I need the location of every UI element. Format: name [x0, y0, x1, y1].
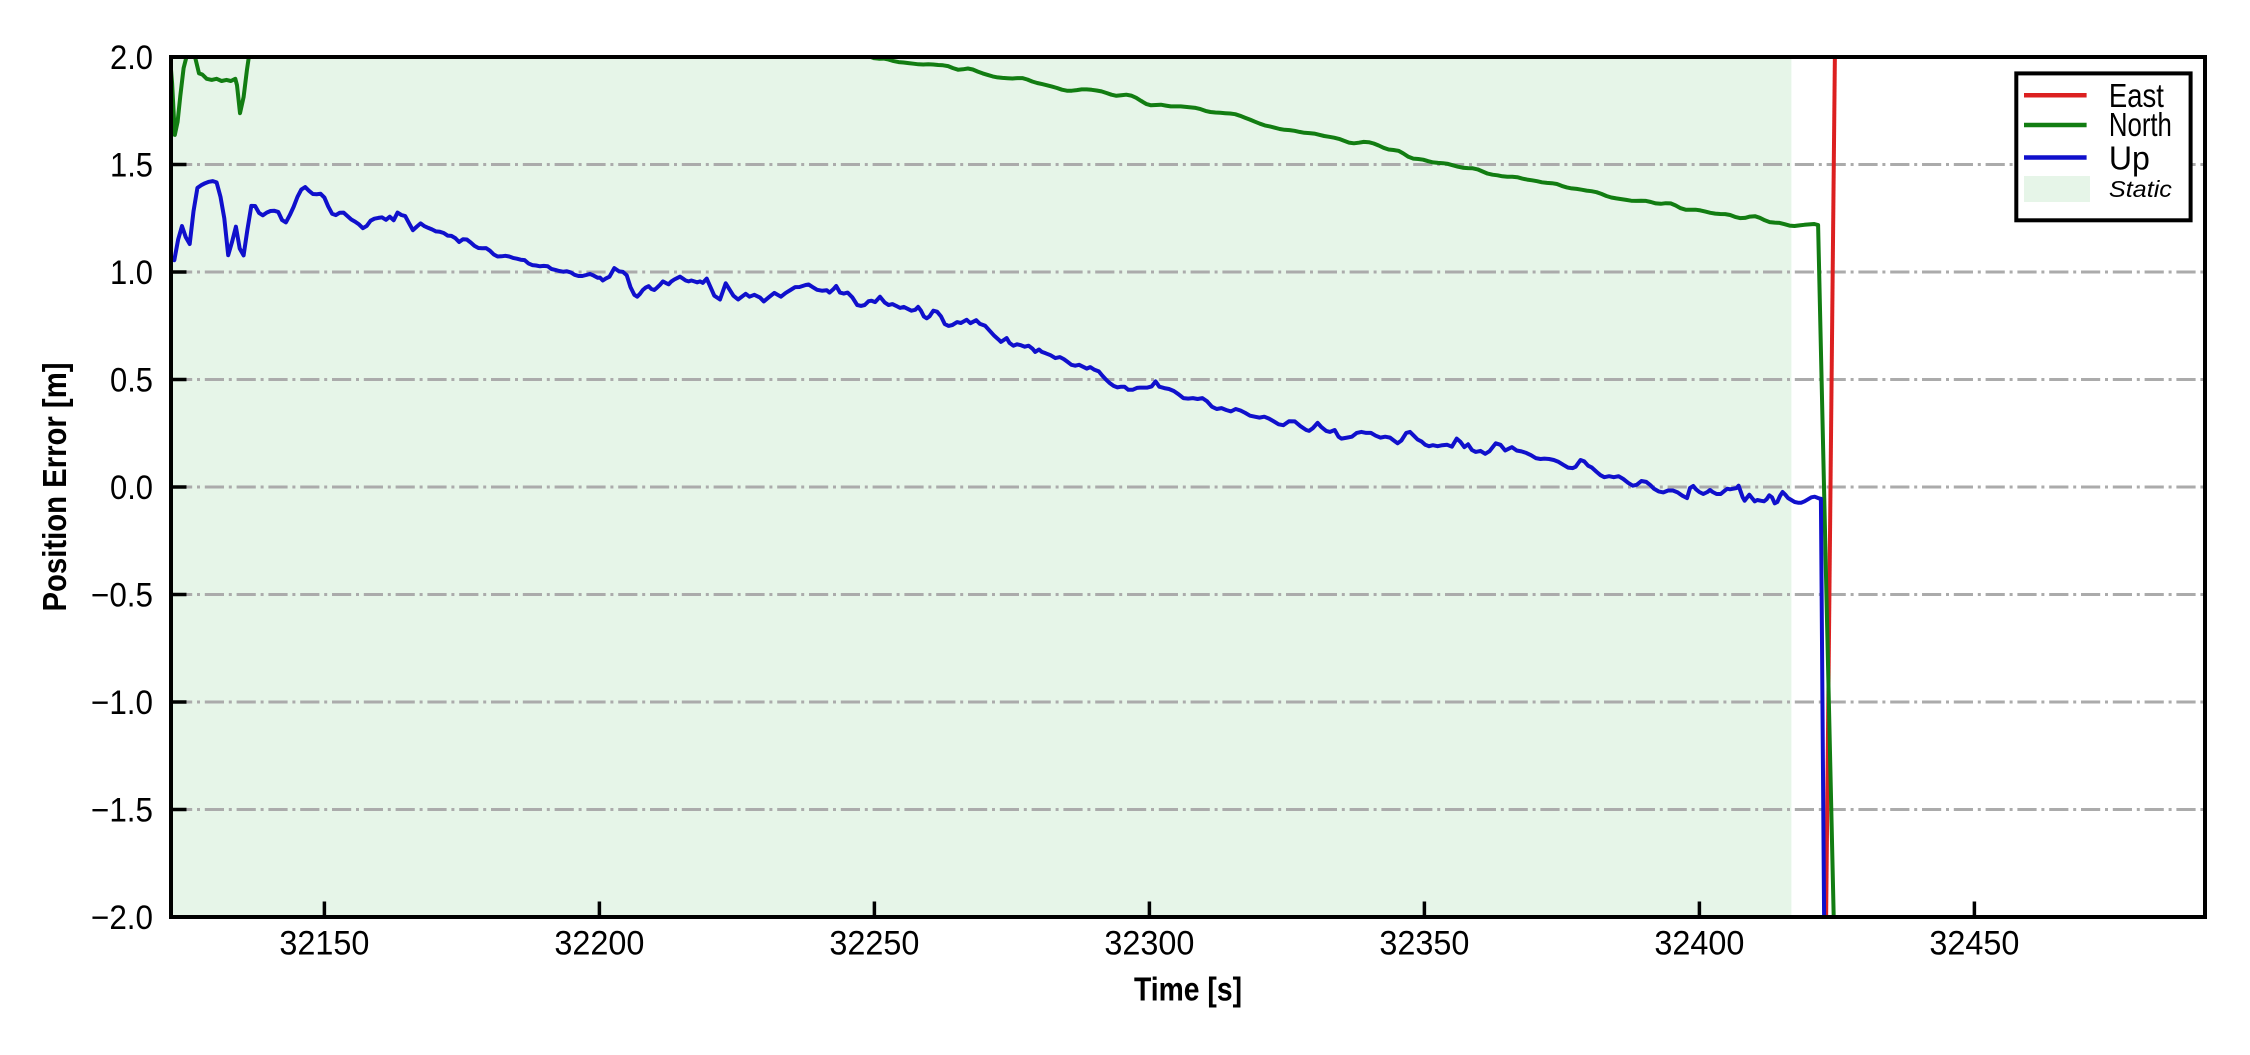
- svg-text:2.0: 2.0: [110, 39, 153, 77]
- svg-text:−1.0: −1.0: [91, 684, 153, 722]
- svg-text:Time [s]: Time [s]: [1134, 971, 1242, 1008]
- svg-text:32250: 32250: [829, 925, 919, 963]
- svg-text:32400: 32400: [1654, 925, 1744, 963]
- svg-text:0.0: 0.0: [110, 469, 153, 507]
- svg-text:1.0: 1.0: [110, 254, 153, 292]
- svg-text:North: North: [2109, 106, 2172, 143]
- svg-text:32350: 32350: [1379, 925, 1469, 963]
- svg-text:32200: 32200: [554, 925, 644, 963]
- svg-text:32150: 32150: [279, 925, 369, 963]
- svg-text:0.5: 0.5: [110, 361, 153, 399]
- svg-text:−2.0: −2.0: [91, 899, 153, 937]
- svg-text:−1.5: −1.5: [91, 791, 153, 829]
- svg-text:East: East: [2109, 77, 2164, 114]
- svg-text:−0.5: −0.5: [91, 576, 153, 614]
- svg-text:32300: 32300: [1104, 925, 1194, 963]
- svg-text:Position Error [m]: Position Error [m]: [36, 363, 73, 612]
- svg-text:Up: Up: [2109, 140, 2150, 177]
- svg-text:32450: 32450: [1929, 925, 2019, 963]
- svg-text:Static: Static: [2109, 176, 2173, 202]
- svg-text:1.5: 1.5: [110, 146, 153, 184]
